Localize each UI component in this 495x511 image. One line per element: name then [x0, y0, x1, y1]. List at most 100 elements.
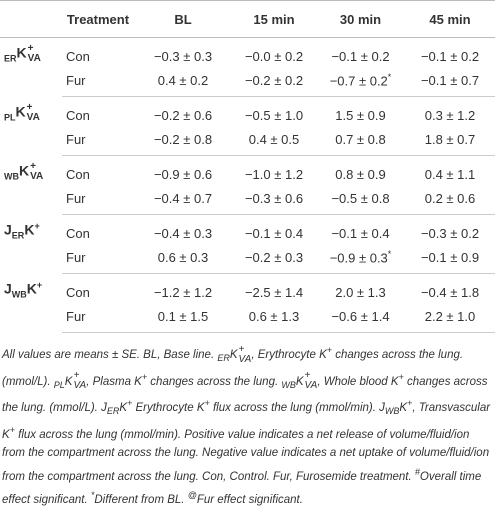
text: flux across the lung (mmol/min). J	[209, 402, 385, 415]
text: , Plasma K	[86, 375, 142, 388]
header-cell: 30 min	[316, 0, 405, 38]
stacked-script: + VA	[73, 371, 86, 391]
value-cell: −1.2 ± 1.2	[134, 274, 232, 305]
value-text: −0.6 ± 1.4	[331, 308, 390, 324]
value-cell: −0.2 ± 0.8	[134, 127, 232, 156]
group-label: PLK + VA	[0, 97, 62, 156]
group-label: ERK + VA	[0, 38, 62, 97]
value-cell: 0.7 ± 0.8	[316, 127, 405, 156]
value-cell: 0.3 ± 1.2	[405, 97, 495, 128]
superscript: *	[90, 490, 95, 501]
value-cell: 1.8 ± 0.7	[405, 127, 495, 156]
subscript: WB	[11, 288, 27, 299]
table-row: WBK + VA Con −0.9 ± 0.6 −1.0 ± 1.2 0.8 ± 0.9 0.…	[0, 156, 495, 187]
group-label: JWBK+	[0, 274, 62, 333]
value-text: 0.6 ± 1.3	[248, 308, 300, 324]
text: All values are means ± SE. BL, Base line…	[2, 348, 218, 361]
value-cell: 0.4 ± 1.1	[405, 156, 495, 187]
subscript: VA	[73, 380, 87, 392]
value-text: −0.1 ± 0.2	[331, 48, 390, 64]
value-cell: −0.3 ± 0.6	[232, 186, 316, 215]
superscript: +	[34, 220, 40, 231]
value-cell: 1.5 ± 0.9	[316, 97, 405, 128]
subscript: PL	[53, 379, 65, 390]
superscript: +	[398, 371, 404, 382]
value-cell: −0.2 ± 0.2	[232, 68, 316, 97]
value-text: 0.7 ± 0.8	[335, 131, 386, 147]
header-cell: 45 min	[405, 0, 495, 38]
value-cell: −0.7 ± 0.2*	[316, 68, 405, 97]
value-text: 0.4 ± 0.2	[157, 72, 209, 88]
treatment-cell: Fur	[62, 304, 134, 333]
value-cell: −0.4 ± 1.8	[405, 274, 495, 305]
table-row: PLK + VA Con −0.2 ± 0.6 −0.5 ± 1.0 1.5 ± 0.9 0.…	[0, 97, 495, 128]
note-mark: *	[387, 71, 392, 82]
footnote: All values are means ± SE. BL, Base line…	[0, 333, 495, 509]
header-cell: Treatment	[62, 0, 134, 38]
note-mark: *	[387, 248, 392, 259]
subscript: PL	[4, 112, 16, 122]
text: K	[64, 375, 73, 388]
superscript: +	[9, 424, 15, 435]
text: K	[19, 162, 30, 179]
subscript: ER	[11, 229, 25, 240]
stacked-script: + VA	[30, 161, 43, 182]
value-text: −0.4 ± 1.8	[420, 284, 480, 300]
value-cell: −0.5 ± 1.0	[232, 97, 316, 128]
value-text: 1.5 ± 0.9	[335, 107, 386, 123]
table-row: JWBK+ Con −1.2 ± 1.2 −2.5 ± 1.4 2.0 ± 1.3 −0.…	[0, 274, 495, 305]
table-row: Fur 0.4 ± 0.2 −0.2 ± 0.2 −0.7 ± 0.2* −0.1 ± …	[0, 68, 495, 97]
value-text: 0.4 ± 1.1	[424, 166, 476, 182]
value-text: −0.2 ± 0.6	[153, 107, 213, 123]
treatment-cell: Fur	[62, 186, 134, 215]
text: J	[4, 221, 12, 238]
value-text: −0.4 ± 0.3	[153, 225, 213, 241]
text: changes across the lung. (mmol/L). J	[2, 375, 488, 415]
subscript: WB	[4, 171, 19, 181]
value-cell: −0.3 ± 0.3	[134, 38, 232, 69]
value-cell: 0.6 ± 0.3	[134, 245, 232, 274]
text: K	[26, 280, 37, 297]
value-text: −0.1 ± 0.7	[420, 72, 480, 88]
superscript: #	[414, 466, 420, 477]
value-text: −0.3 ± 0.3	[153, 48, 213, 64]
subscript: ER	[4, 53, 17, 64]
value-cell: −0.5 ± 0.8	[316, 186, 405, 215]
stacked-script: + VA	[27, 102, 40, 123]
header-cell	[0, 0, 62, 38]
stacked-script: + VA	[28, 44, 41, 64]
text: K	[399, 402, 408, 415]
data-table: Treatment BL 15 min 30 min 45 min ERK + VA Con −…	[0, 0, 495, 333]
group-label: WBK + VA	[0, 156, 62, 215]
text: Erythrocyte K	[132, 402, 205, 415]
value-text: −0.5 ± 0.8	[331, 190, 390, 206]
value-text: 0.4 ± 0.5	[248, 131, 300, 147]
value-cell: −0.3 ± 0.2	[405, 215, 495, 246]
superscript: +	[326, 345, 333, 355]
value-text: −0.2 ± 0.8	[153, 131, 213, 147]
value-text: −0.3 ± 0.6	[244, 190, 304, 206]
stacked-script: + VA	[239, 344, 252, 365]
value-cell: −0.9 ± 0.3*	[316, 245, 405, 274]
value-text: −0.1 ± 0.2	[420, 48, 480, 64]
value-text: −0.3 ± 0.2	[420, 225, 480, 241]
value-text: −0.1 ± 0.9	[420, 249, 480, 265]
value-text: 0.8 ± 0.9	[335, 166, 386, 182]
value-cell: 2.2 ± 1.0	[405, 304, 495, 333]
text: J	[4, 280, 12, 297]
text: Overall time effect significant.	[2, 470, 482, 506]
header-cell: 15 min	[232, 0, 316, 38]
text: flux across the lung (mmol/min). Positiv…	[2, 428, 490, 483]
table-row: ERK + VA Con −0.3 ± 0.3 −0.0 ± 0.2 −0.1 ± 0.2 −…	[0, 38, 495, 69]
superscript: +	[27, 43, 34, 54]
value-cell: −0.6 ± 1.4	[316, 304, 405, 333]
text: changes across the lung.	[147, 375, 282, 388]
text: K	[295, 375, 304, 388]
text: K	[229, 348, 238, 361]
treatment-cell: Con	[66, 48, 90, 64]
value-text: −0.7 ± 0.2	[329, 73, 388, 89]
value-text: −0.1 ± 0.4	[244, 225, 304, 241]
value-cell: −2.5 ± 1.4	[232, 274, 316, 305]
table-row: Fur −0.2 ± 0.8 0.4 ± 0.5 0.7 ± 0.8 1.8 ± 0.7	[0, 127, 495, 156]
